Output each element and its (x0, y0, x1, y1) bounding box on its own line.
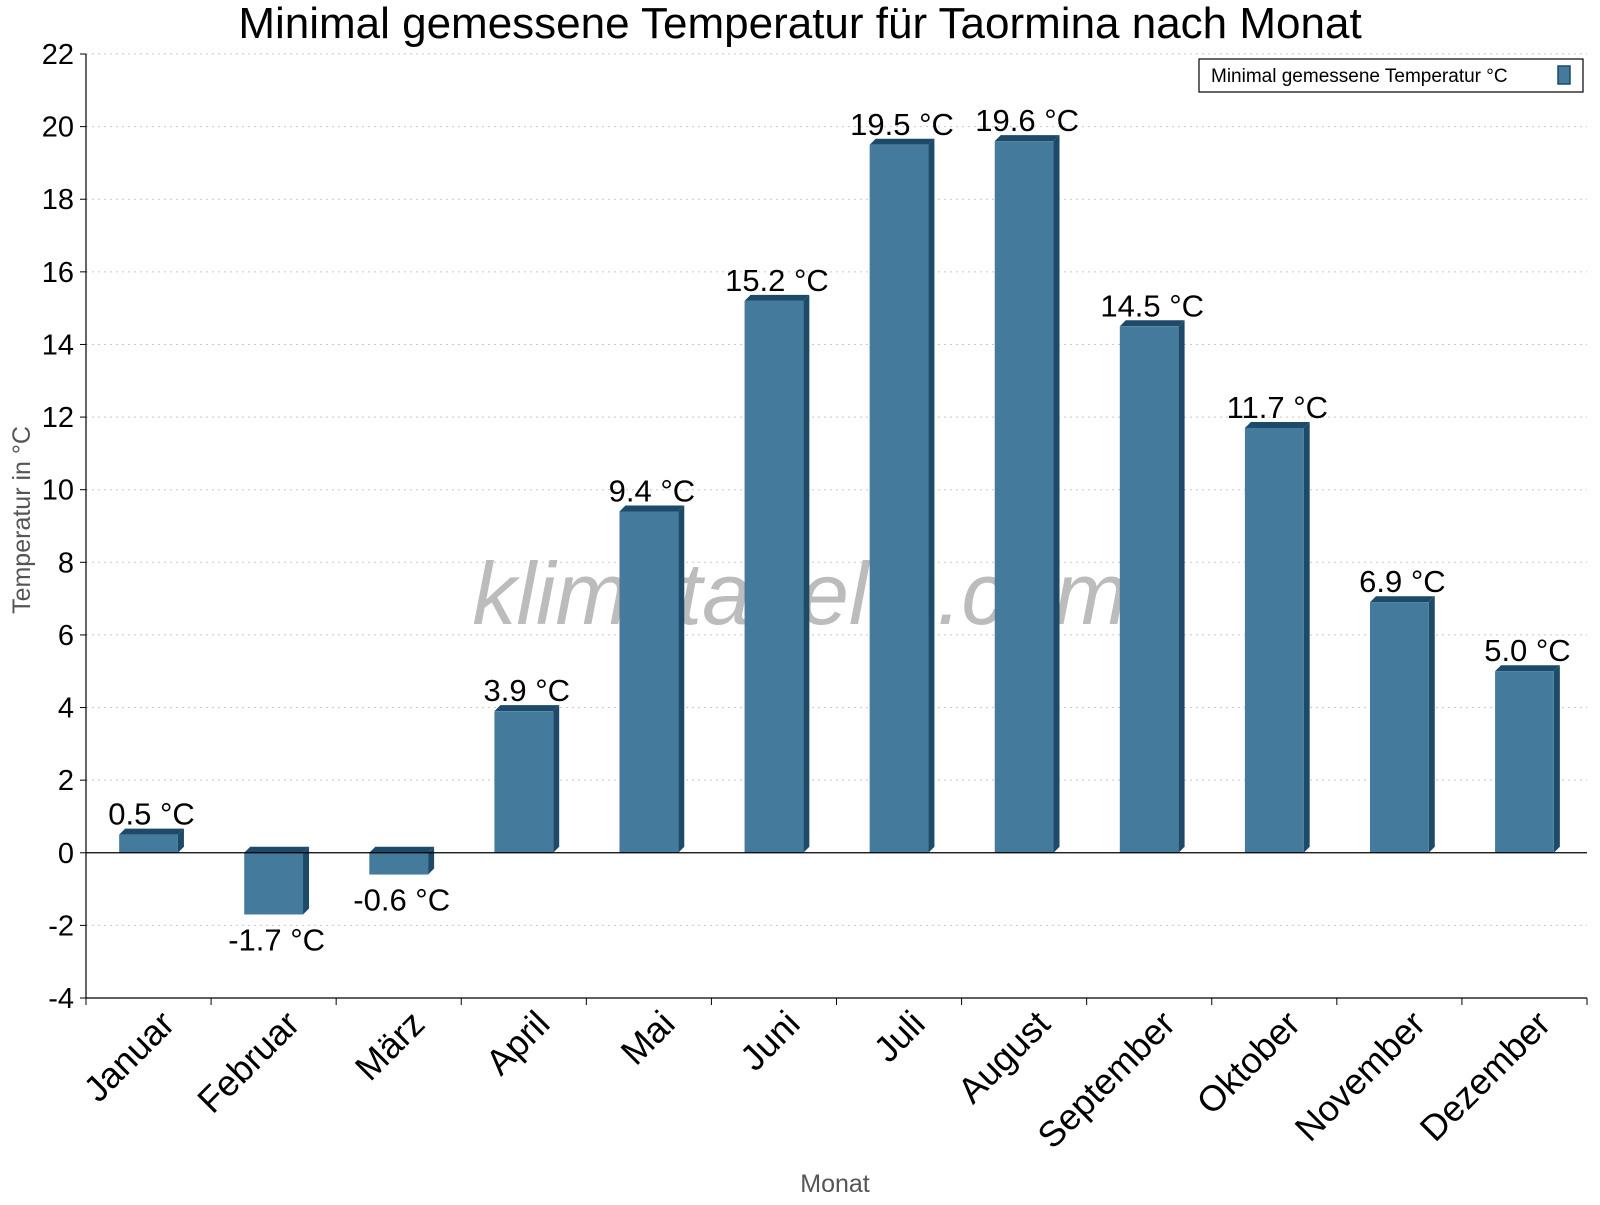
bar-top (619, 505, 685, 512)
bar (244, 852, 304, 915)
y-tick-label: 2 (58, 765, 74, 797)
bar (494, 711, 554, 853)
y-tick-label: -2 (48, 910, 74, 942)
bar-top (744, 294, 810, 301)
y-tick-label: 4 (58, 693, 74, 725)
bar-side (1178, 320, 1185, 853)
bar-layer (119, 135, 1560, 915)
legend: Minimal gemessene Temperatur °C (1198, 58, 1584, 93)
legend-box (1198, 58, 1584, 93)
legend-label: Minimal gemessene Temperatur °C (1211, 66, 1508, 87)
data-label: 19.6 °C (975, 103, 1079, 138)
x-tick-label: Dezember (1412, 1003, 1558, 1149)
bar (369, 852, 429, 875)
bar-top (369, 846, 435, 853)
data-label: 9.4 °C (609, 473, 696, 508)
data-label: 3.9 °C (484, 673, 571, 708)
x-tick-label: März (347, 1003, 433, 1089)
x-tick-label: April (478, 1003, 558, 1083)
y-tick-label: -4 (48, 983, 74, 1015)
bar-top (494, 705, 560, 712)
bar-side (678, 505, 685, 853)
x-tick-label: August (950, 1003, 1058, 1111)
x-tick-label: Juli (866, 1003, 933, 1070)
bar-top (869, 138, 935, 145)
y-tick-label: 6 (58, 620, 74, 652)
y-axis-title: Temperatur in °C (8, 426, 36, 614)
data-label: 6.9 °C (1359, 564, 1446, 599)
x-tick-label: Juni (732, 1003, 808, 1079)
y-tick-label: 0 (58, 838, 74, 870)
grid-layer (86, 53, 1587, 999)
bar-top (1369, 596, 1435, 603)
y-tick-label: 12 (42, 402, 74, 434)
bar-top (994, 135, 1060, 142)
bar (119, 834, 178, 853)
data-label: 15.2 °C (725, 263, 829, 298)
y-tick-label: 16 (42, 257, 74, 289)
bar-top (1119, 320, 1185, 327)
bar-side (1428, 596, 1435, 853)
bar (619, 511, 679, 853)
y-tick-label: 14 (42, 329, 74, 361)
bar (1119, 326, 1179, 853)
bar-side (1553, 665, 1560, 853)
y-tick-label: 22 (42, 39, 74, 71)
data-label: -0.6 °C (353, 883, 450, 918)
bar (1369, 602, 1429, 853)
data-label: 11.7 °C (1227, 390, 1328, 425)
bar-top (1495, 665, 1560, 672)
x-axis-title: Monat (800, 1170, 870, 1198)
bar-side (1053, 135, 1060, 853)
y-tick-label: 20 (42, 112, 74, 144)
chart-title: Minimal gemessene Temperatur für Taormin… (238, 0, 1361, 48)
x-tick-label: November (1287, 1003, 1433, 1149)
axis-layer (80, 53, 1588, 1005)
data-label: 5.0 °C (1484, 633, 1571, 668)
bar-side (553, 705, 560, 853)
bar-side (928, 138, 935, 853)
bar (1495, 671, 1554, 853)
bar-side (428, 846, 435, 875)
y-tick-label: 8 (58, 547, 74, 579)
legend-swatch (1557, 65, 1571, 85)
bar (869, 144, 929, 853)
x-tick-label: Oktober (1188, 1003, 1308, 1123)
y-tick-label: 18 (42, 184, 74, 216)
x-tick-label: Januar (75, 1003, 182, 1110)
bar (1244, 427, 1304, 853)
bar-side (177, 828, 184, 853)
x-tick-label: Mai (613, 1003, 683, 1073)
data-label: -1.7 °C (228, 922, 325, 957)
bar-side (303, 846, 310, 915)
bar (994, 141, 1054, 853)
bar (744, 300, 804, 853)
x-tick-label: September (1029, 1003, 1183, 1157)
bar-side (803, 294, 810, 853)
data-label: 19.5 °C (850, 107, 954, 142)
data-label: 14.5 °C (1100, 288, 1204, 323)
x-tick-label: Februar (189, 1003, 307, 1121)
y-tick-label: 10 (42, 475, 74, 507)
bar-side (1303, 421, 1310, 853)
data-label: 0.5 °C (108, 797, 195, 832)
bar-top (119, 828, 184, 835)
bar-top (1244, 421, 1310, 428)
bar-top (244, 846, 310, 853)
